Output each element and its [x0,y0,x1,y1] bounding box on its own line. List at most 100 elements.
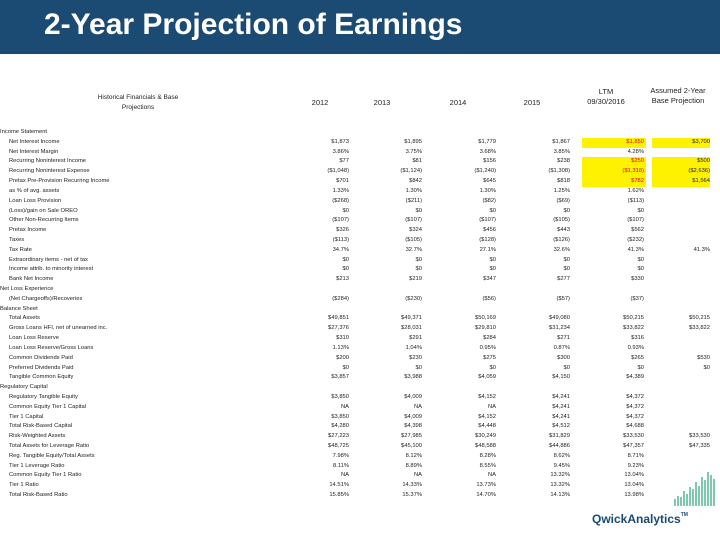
cell-ltm: $47,357 [623,443,644,449]
cell-2012: $3,850 [331,393,349,400]
cell-2013: $27,985 [401,433,422,440]
cell-2014: $0 [489,266,496,273]
cell-projection: 41.3% [693,246,710,253]
cell-2012: $1,873 [331,138,349,145]
cell-2014: $29,810 [475,325,496,332]
row-label: Recurring Noninterest Income [9,158,87,165]
cell-2015: $0 [563,364,570,371]
logo-trademark: TM [680,512,688,518]
cell-2015: $300 [557,354,570,361]
cell-ltm: 0.93% [627,344,644,351]
cell-ltm: $33,530 [623,433,644,440]
cell-2013: $0 [415,256,422,263]
table-row: Pretax Pre-Provision Recurring Income $70… [0,177,720,187]
cell-ltm: $4,372 [626,413,644,420]
cell-2013: $0 [415,266,422,273]
cell-2014: $4,152 [478,393,496,400]
table-row: Tier 1 Capital $3,850 $4,009 $4,152 $4,241 $4… [0,413,720,423]
row-label: Common Equity Tier 1 Capital [9,403,87,410]
cell-projection: $50,215 [689,315,710,322]
cell-2015: $443 [557,227,570,234]
cell-2012: ($1,048) [327,168,349,175]
row-label: (Net Chargeoffs)/Recoveries [9,295,83,302]
title-banner: 2-Year Projection of Earnings [0,0,720,54]
cell-projection: $47,335 [689,443,710,449]
cell-2013: ($211) [405,197,422,204]
row-label: Tier 1 Ratio [9,482,39,489]
table-row: Total Risk-Based Capital $4,280 $4,398 $4,4… [0,422,720,432]
logo-bar [701,477,703,506]
cell-2013: 32.7% [405,246,422,253]
logo-bar [680,497,682,506]
cell-2013: $0 [415,364,422,371]
cell-ltm: $265 [631,354,644,361]
cell-2015: $4,241 [552,393,570,400]
logo-brand-text: QwickAnalytics [592,512,681,526]
table-row: Net Interest Income $1,873 $1,895 $1,779 $1,… [0,137,720,148]
table-row: (Loss)/gain on Sale OREO $0 $0 $0 $0 $0 [0,207,720,217]
cell-projection: $33,822 [689,325,710,332]
logo-bar [677,496,679,506]
cell-ltm: $782 [582,177,646,187]
cell-2014: 1.30% [479,187,496,194]
cell-2013: $291 [409,335,422,342]
cell-2013: $49,371 [401,315,422,322]
cell-2012: 1.33% [332,187,349,194]
cell-2015: $238 [557,158,570,165]
cell-2014: ($82) [482,197,496,204]
cell-2014: $284 [483,335,496,342]
cell-2012: 34.7% [332,246,349,253]
cell-2014: 8.55% [479,462,496,469]
cell-2012: NA [340,472,349,479]
cell-ltm: 13.04% [624,472,644,479]
cell-2015: $0 [563,266,570,273]
cell-2012: $3,850 [331,413,349,420]
table-row: Taxes ($113) ($105) ($128) ($126) ($232) [0,236,720,246]
row-label: Regulatory Capital [0,384,48,391]
cell-2013: $1,895 [404,138,422,145]
table-row: Other Non-Recurring Items ($107) ($107) ($1… [0,216,720,226]
cell-2015: ($57) [556,295,570,302]
cell-ltm: $4,688 [626,423,644,430]
cell-ltm: $4,372 [626,403,644,410]
cell-2014: $1,779 [478,138,496,145]
col-header-2015: 2015 [523,98,541,107]
row-label: Preferred Dividends Paid [9,364,74,371]
cell-2012: $3,857 [331,374,349,381]
logo-bar [713,479,715,506]
table-row: Income attrib. to minority interest $0 $0 $… [0,265,720,275]
cell-2015: ($105) [553,217,570,224]
cell-2014: $0 [489,256,496,263]
cell-ltm: 41.3% [627,246,644,253]
row-label: Loan Loss Reserve/Gross Loans [9,344,94,351]
row-label: Net Interest Margin [9,148,59,155]
cell-2015: $271 [557,335,570,342]
row-label: Recurring Noninterest Expense [9,168,90,175]
row-label: Other Non-Recurring Items [9,217,79,224]
table-row: Total Assets for Leverage Ratio $48,725 $4… [0,442,720,452]
cell-2013: $28,031 [401,325,422,332]
cell-2014: $0 [489,364,496,371]
row-label: Common Equity Tier 1 Ratio [9,472,82,479]
logo-bar [683,491,685,506]
cell-2012: NA [340,403,349,410]
table-row: Tier 1 Leverage Ratio 8.11% 8.89% 8.55% 9.45… [0,462,720,472]
cell-2015: 9.45% [553,462,570,469]
cell-2015: $4,241 [552,403,570,410]
cell-ltm: $0 [637,266,644,273]
section-row: Net Loss Experience [0,285,720,295]
row-label: Common Dividends Paid [9,354,73,361]
row-label: (Loss)/gain on Sale OREO [9,207,78,214]
row-label: Total Assets for Leverage Ratio [9,443,90,449]
row-label: Balance Sheet [0,305,38,312]
cell-ltm: $250 [582,157,646,168]
col-header-2012: 2012 [311,98,329,107]
row-label: Tier 1 Capital [9,413,44,420]
cell-2013: $81 [412,158,422,165]
cell-2014: $4,152 [478,413,496,420]
cell-ltm: $4,372 [626,393,644,400]
logo-bar [689,487,691,506]
cell-2013: NA [413,403,422,410]
row-label: Income attrib. to minority interest [9,266,94,273]
row-label: Net Interest Income [9,138,60,145]
